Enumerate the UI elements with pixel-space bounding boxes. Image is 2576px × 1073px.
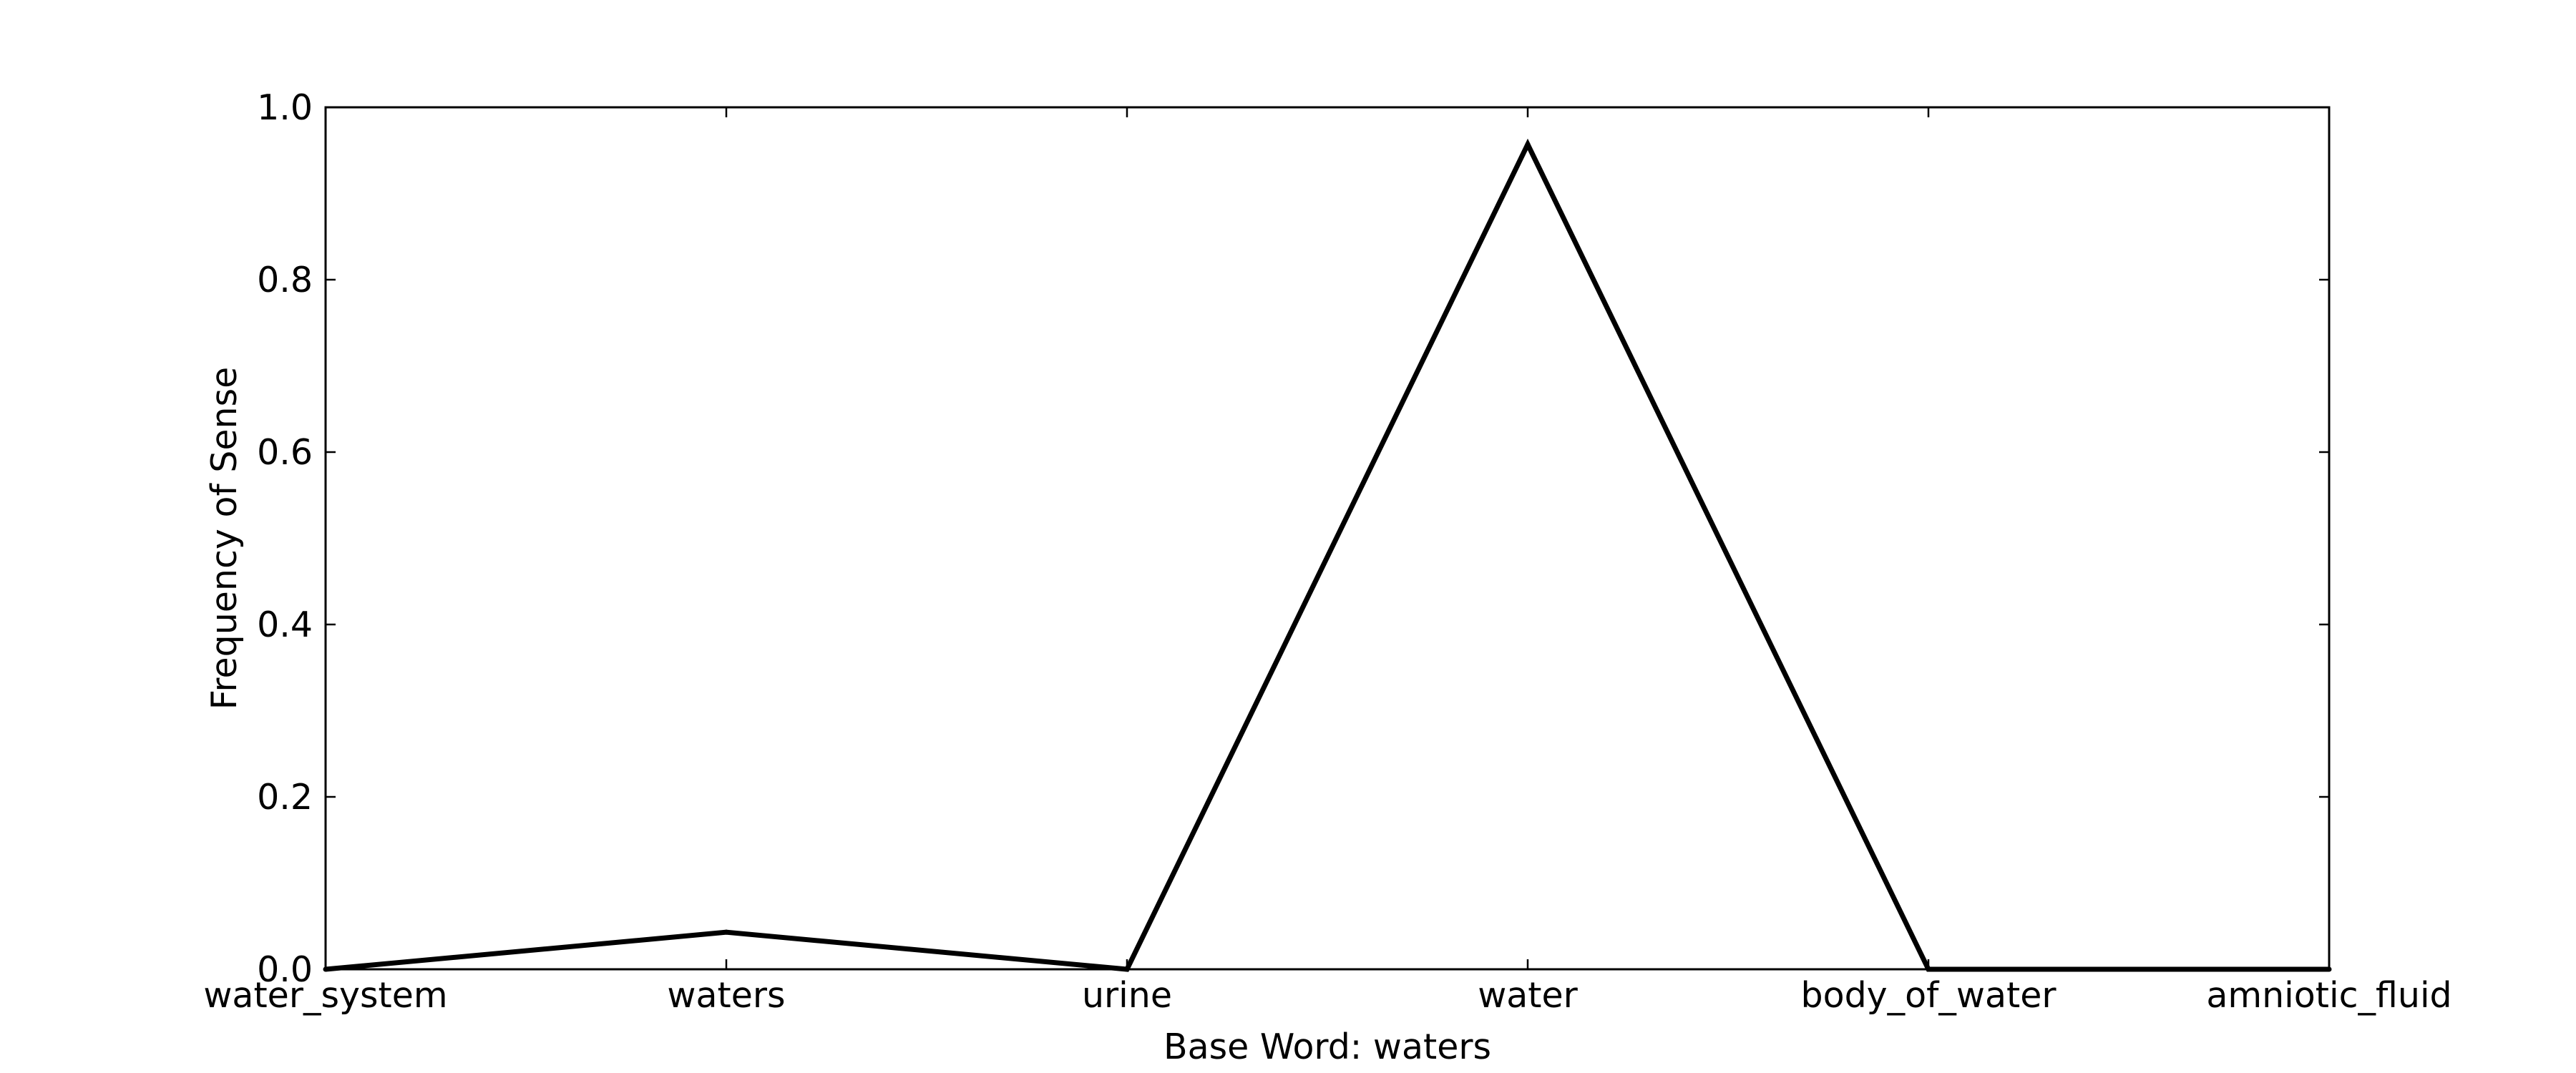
y-tick-labels: 0.0 0.2 0.4 0.6 0.8 1.0 [257, 87, 313, 990]
y-axis-label: Frequency of Sense [204, 367, 245, 710]
plot-frame [324, 106, 2331, 971]
x-tick-labels: water_system waters urine water body_of_wate… [203, 975, 2451, 1016]
x-tick-label: waters [667, 975, 785, 1016]
y-tick-label: 0.6 [257, 432, 313, 473]
x-tick-label: urine [1082, 975, 1172, 1016]
y-tick-label: 1.0 [257, 87, 313, 128]
y-tick-label: 0.8 [257, 260, 313, 300]
x-tick-label: body_of_water [1800, 975, 2057, 1016]
data-point [723, 929, 729, 935]
x-axis-label: Base Word: waters [1163, 1027, 1491, 1067]
x-tick-label: water [1478, 975, 1578, 1016]
y-tick-label: 0.0 [257, 949, 313, 990]
x-tick-label: amniotic_fluid [2206, 975, 2451, 1016]
y-tick-label: 0.4 [257, 604, 313, 645]
series-line [325, 138, 2329, 972]
data-point [1525, 142, 1531, 147]
ticks-layer [324, 106, 2331, 971]
x-tick-label: water_system [203, 975, 447, 1016]
y-tick-label: 0.2 [257, 777, 313, 818]
series-layer [323, 138, 2332, 972]
